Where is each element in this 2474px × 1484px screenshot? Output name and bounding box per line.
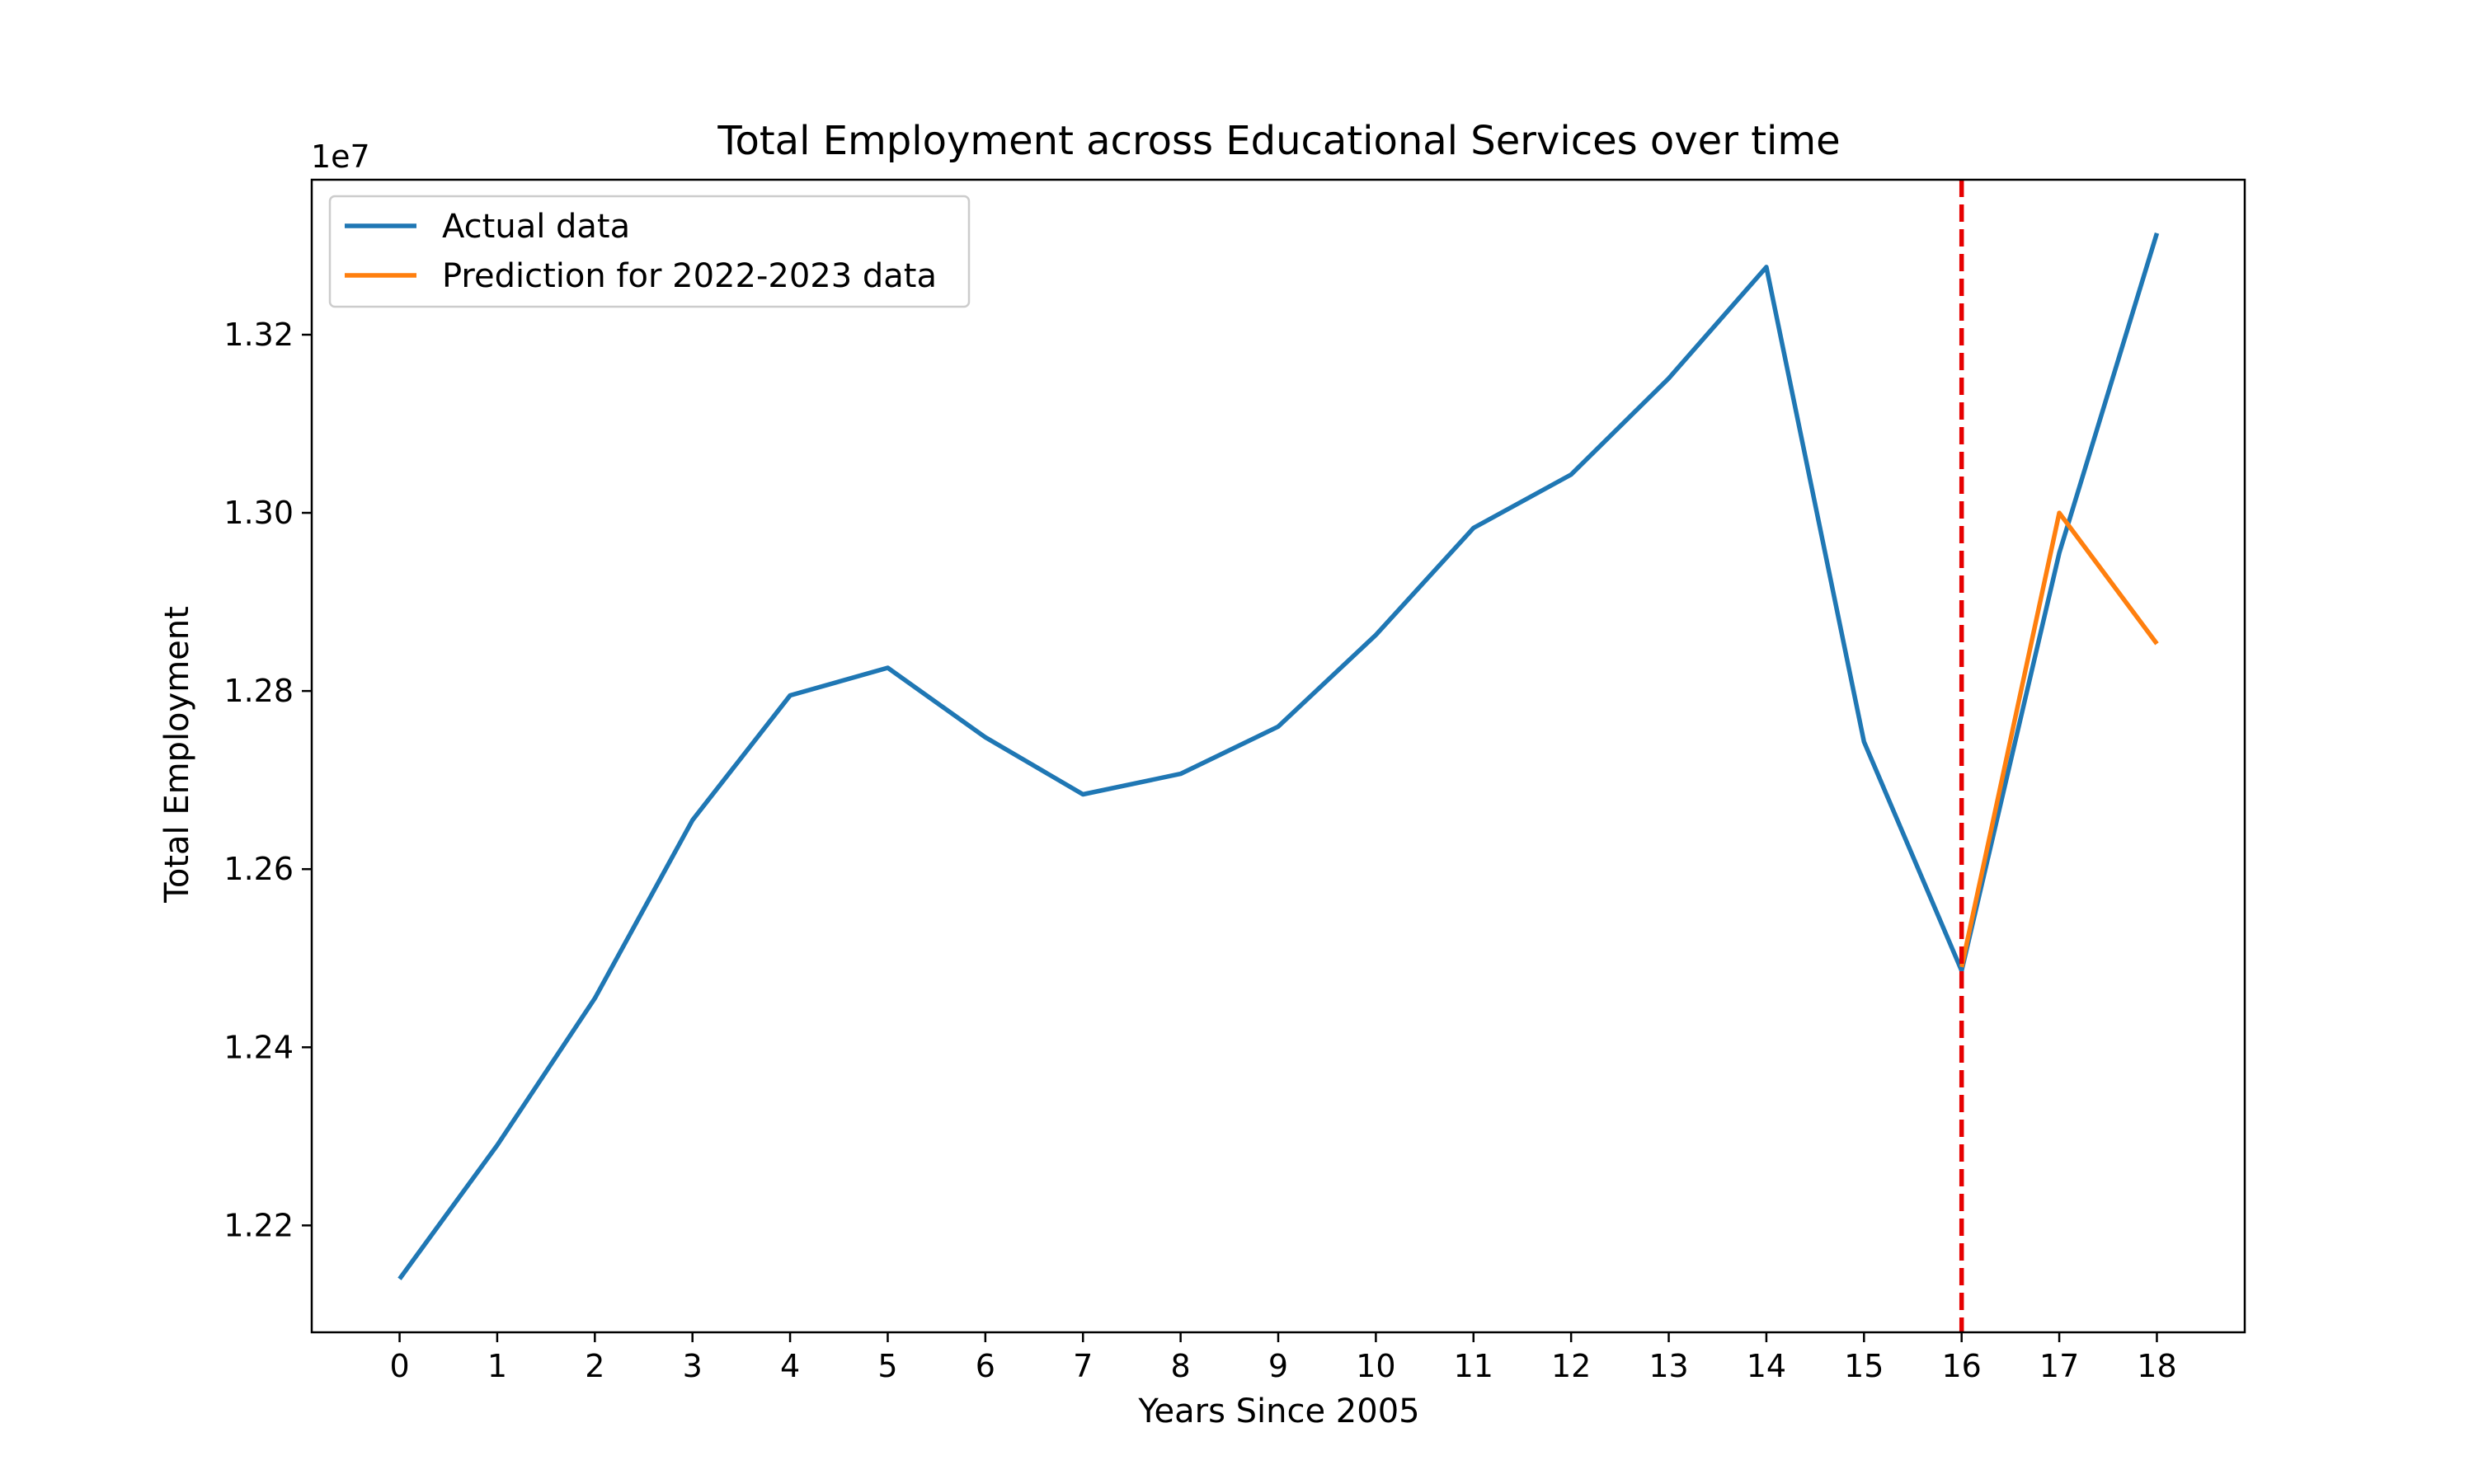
- y-tick-label: 1.28: [223, 673, 294, 709]
- y-tick-label: 1.26: [223, 851, 294, 887]
- x-axis-label: Years Since 2005: [1137, 1392, 1419, 1430]
- x-tick-label: 9: [1268, 1348, 1288, 1384]
- y-tick-label: 1.22: [223, 1207, 294, 1243]
- x-tick-label: 7: [1073, 1348, 1093, 1384]
- x-tick-label: 13: [1649, 1348, 1688, 1384]
- legend-items: Actual data Prediction for 2022-2023 data: [345, 208, 937, 295]
- legend-box: [328, 195, 971, 308]
- y-axis-label: Total Employment: [158, 606, 196, 904]
- y-tick-label: 1.24: [223, 1029, 294, 1065]
- x-tick-label: 15: [1844, 1348, 1884, 1384]
- legend: Actual data Prediction for 2022-2023 data: [328, 195, 971, 308]
- x-tick-label: 6: [976, 1348, 995, 1384]
- legend-label: Prediction for 2022-2023 data: [442, 257, 937, 295]
- y-tick-label: 1.32: [223, 317, 294, 353]
- legend-label: Actual data: [442, 208, 630, 246]
- x-tick-label: 2: [585, 1348, 604, 1384]
- y-tick-label: 1.30: [223, 495, 294, 531]
- series-line-actual: [397, 232, 2160, 1280]
- x-tick-label: 0: [389, 1348, 409, 1384]
- series-line-prediction: [1959, 510, 2159, 968]
- x-tick-label: 10: [1356, 1348, 1395, 1384]
- x-tick-label: 4: [780, 1348, 800, 1384]
- plot-lines: [397, 232, 2160, 1280]
- y-axis-offset-label: 1e7: [311, 139, 370, 175]
- x-tick-label: 14: [1747, 1348, 1786, 1384]
- x-tick-label: 11: [1454, 1348, 1493, 1384]
- x-tick-label: 8: [1171, 1348, 1191, 1384]
- x-axis-ticks: 0 1 2 3 4 5 6 7 8 9 10 11 12 13 14 15 16 17 18: [389, 1332, 2177, 1384]
- x-tick-label: 18: [2137, 1348, 2176, 1384]
- x-tick-label: 17: [2039, 1348, 2079, 1384]
- x-tick-label: 16: [1942, 1348, 1982, 1384]
- x-tick-label: 12: [1551, 1348, 1591, 1384]
- x-tick-label: 5: [877, 1348, 897, 1384]
- plot-frame: [310, 178, 2246, 1334]
- y-axis-ticks: 1.22 1.24 1.26 1.28 1.30 1.32: [223, 317, 312, 1243]
- x-tick-label: 1: [487, 1348, 507, 1384]
- chart-title: Total Employment across Educational Serv…: [717, 118, 1840, 164]
- x-tick-label: 3: [683, 1348, 703, 1384]
